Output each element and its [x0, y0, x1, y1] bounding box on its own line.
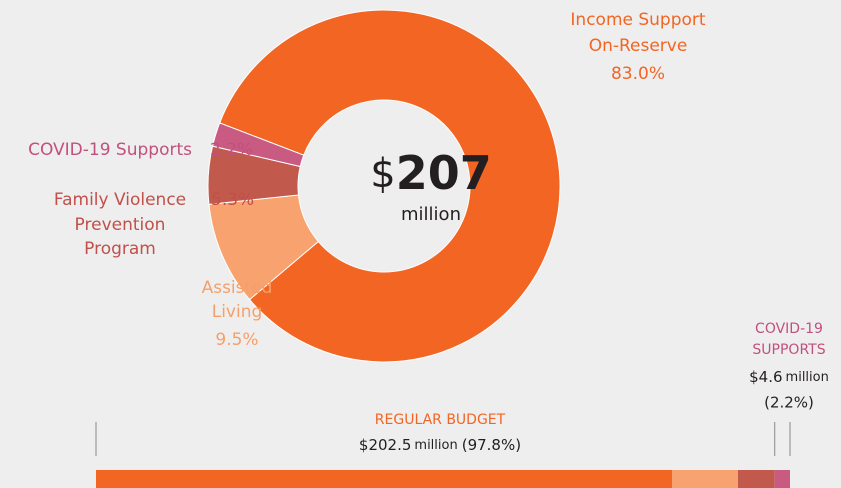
- slice-label: Assisted: [202, 278, 273, 298]
- bar-segment: [737, 470, 775, 488]
- group-amount-value: $4.6: [749, 368, 782, 386]
- slice-value-label: 83.0%: [611, 64, 665, 84]
- group-share: (2.2%): [764, 394, 814, 412]
- center-unit: million: [401, 204, 461, 225]
- bar-segment: [672, 470, 738, 488]
- group-label: SUPPORTS: [752, 342, 825, 358]
- group-label: COVID-19: [755, 321, 823, 337]
- slice-label: Income Support: [570, 10, 705, 30]
- slice-label: COVID-19 Supports: [28, 140, 192, 160]
- group-amount-unit: million: [414, 438, 457, 453]
- group-amount: $4.6 million: [749, 368, 829, 386]
- slice-label: On-Reserve: [589, 36, 688, 56]
- slice-value-label: 9.5%: [215, 330, 258, 350]
- slice-value-label: 5.3%: [211, 190, 254, 210]
- group-label: REGULAR BUDGET: [375, 412, 506, 428]
- group-amount-value: $202.5: [359, 436, 412, 454]
- donut-hole: [298, 100, 470, 272]
- group-share: (97.8%): [462, 436, 521, 454]
- group-amount: $202.5 million (97.8%): [359, 436, 521, 454]
- donut-slice: [219, 9, 561, 363]
- center-symbol: $: [370, 151, 395, 197]
- slice-value-label: 2.2%: [210, 140, 253, 160]
- center-total: $207: [370, 146, 491, 200]
- slice-label: Program: [84, 239, 156, 259]
- slice-label: Prevention: [75, 215, 166, 235]
- bar-segment: [774, 470, 790, 488]
- bar-segment: [96, 470, 673, 488]
- slice-label: Family Violence: [54, 190, 186, 210]
- donut-slice: [211, 122, 305, 168]
- slice-label: Living: [212, 302, 263, 322]
- group-amount-unit: million: [786, 370, 829, 385]
- center-value: 207: [396, 146, 492, 200]
